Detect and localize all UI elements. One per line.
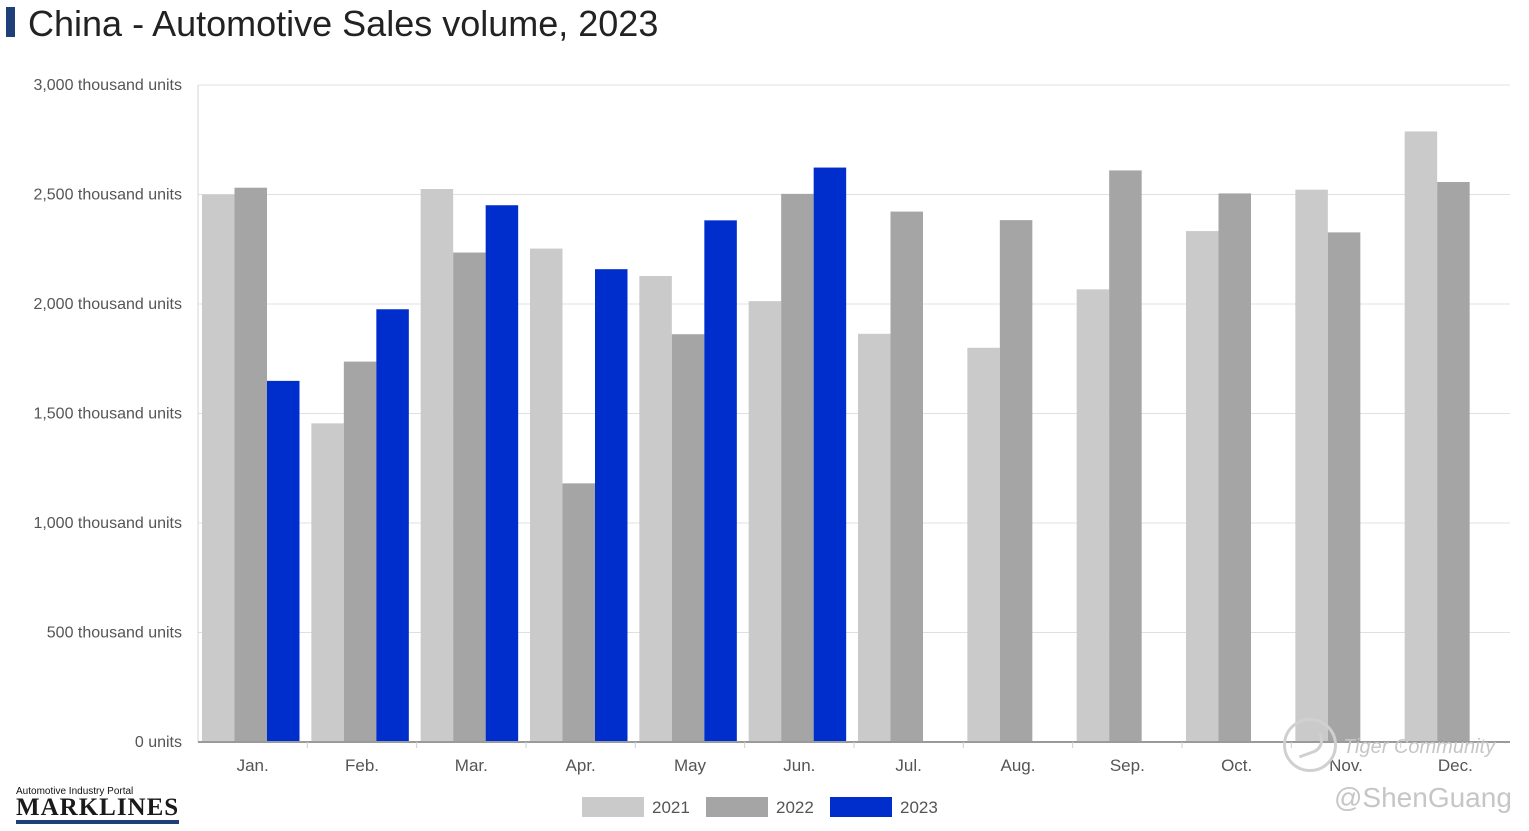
bar-2022-jul (890, 211, 923, 742)
legend-swatch-2023 (830, 797, 892, 817)
bar-2023-may (704, 220, 737, 743)
x-tick-label: Jul. (895, 756, 921, 775)
bar-2022-nov (1327, 232, 1361, 742)
legend-label-2022: 2022 (776, 798, 814, 817)
x-tick-label: Aug. (1001, 756, 1036, 775)
bar-2021-jan (202, 194, 235, 742)
bar-2021-feb (311, 423, 344, 742)
bar-2023-mar (485, 205, 519, 742)
marklines-logo: Automotive Industry Portal MARKLINES (16, 786, 180, 824)
bar-2022-mar (453, 252, 486, 742)
y-tick-label: 2,000 thousand units (33, 296, 182, 313)
legend-label-2021: 2021 (652, 798, 690, 817)
x-tick-label: Oct. (1221, 756, 1252, 775)
x-tick-label: Jan. (237, 756, 269, 775)
watermark-handle: @ShenGuang (1334, 782, 1512, 813)
page-title: China - Automotive Sales volume, 2023 (28, 3, 659, 44)
watermark-community: Tiger Community (1343, 736, 1496, 758)
bar-2021-jun (748, 301, 782, 742)
bar-2022-aug (999, 220, 1033, 743)
bar-2021-apr (530, 248, 563, 742)
bar-2021-sep (1076, 289, 1110, 742)
bar-2021-may (639, 275, 672, 742)
bar-2023-jun (813, 167, 847, 743)
bar-2022-dec (1437, 182, 1470, 743)
x-tick-label: Feb. (345, 756, 379, 775)
x-tick-label: Dec. (1438, 756, 1473, 775)
brand-name: MARKLINES (16, 795, 180, 824)
x-tick-label: Sep. (1110, 756, 1145, 775)
brand-tagline: Automotive Industry Portal (16, 786, 134, 797)
bar-2022-jun (781, 193, 814, 742)
legend-swatch-2022 (706, 797, 768, 817)
bar-2023-apr (595, 269, 628, 742)
bar-2021-oct (1186, 231, 1219, 742)
x-tick-label: May (674, 756, 707, 775)
bar-2021-mar (420, 189, 454, 742)
x-tick-label: Nov. (1329, 756, 1363, 775)
bar-2022-may (671, 334, 705, 742)
bar-2021-aug (967, 347, 1000, 742)
bar-2021-dec (1404, 131, 1438, 743)
x-tick-label: Jun. (783, 756, 815, 775)
bar-2022-feb (343, 361, 377, 742)
bar-2023-jan (267, 380, 300, 742)
bar-2022-apr (562, 483, 595, 742)
bar-2023-feb (376, 309, 409, 742)
y-tick-label: 0 units (135, 734, 182, 751)
bar-2022-sep (1109, 170, 1142, 742)
legend-label-2023: 2023 (900, 798, 938, 817)
bar-2022-jan (234, 187, 267, 742)
y-tick-label: 2,500 thousand units (33, 187, 182, 204)
bar-2022-oct (1218, 193, 1251, 742)
y-tick-label: 1,000 thousand units (33, 515, 182, 532)
x-tick-label: Mar. (455, 756, 488, 775)
legend-swatch-2021 (582, 797, 644, 817)
y-tick-label: 500 thousand units (47, 625, 182, 642)
bar-2021-jul (858, 333, 891, 742)
title-accent-bar (6, 7, 15, 37)
tiger-logo-icon (1283, 718, 1337, 772)
y-tick-label: 1,500 thousand units (33, 406, 182, 423)
bar-2021-nov (1295, 189, 1328, 742)
x-tick-label: Apr. (566, 756, 596, 775)
y-tick-label: 3,000 thousand units (33, 77, 182, 94)
